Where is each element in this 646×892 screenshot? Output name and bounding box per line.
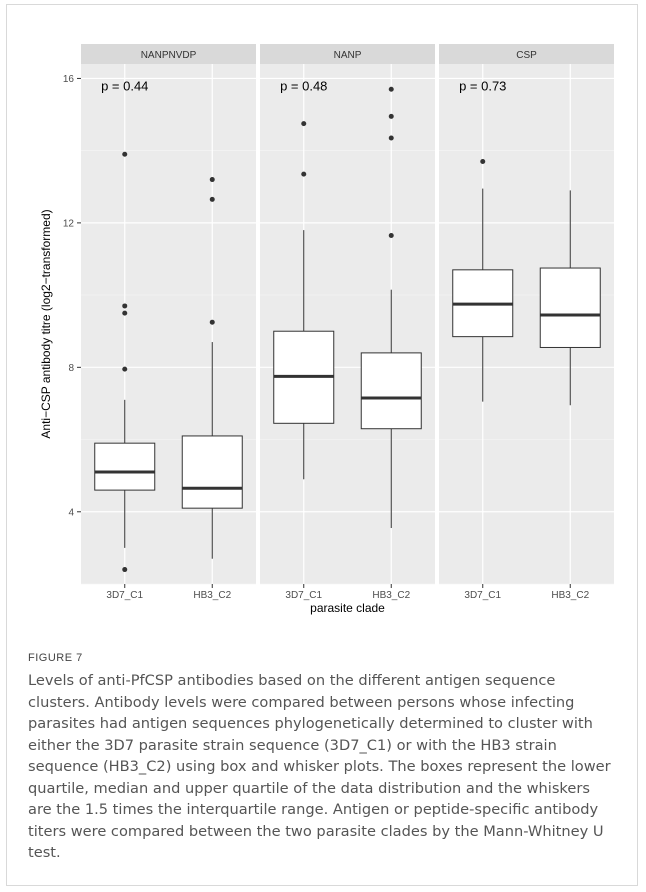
outlier-point bbox=[209, 177, 215, 183]
p-value-label: p = 0.73 bbox=[459, 78, 506, 93]
outlier-point bbox=[209, 319, 215, 325]
x-tick-label: 3D7_C1 bbox=[285, 590, 322, 601]
outlier-point bbox=[388, 233, 394, 239]
x-axis-title: parasite clade bbox=[310, 601, 385, 615]
facet-strip bbox=[81, 44, 256, 64]
y-axis-title: Anti−CSP antibody titre (log2−transforme… bbox=[39, 209, 53, 438]
panel-background bbox=[260, 64, 435, 584]
outlier-point bbox=[301, 171, 307, 177]
box-iqr bbox=[539, 267, 601, 348]
facet-strip bbox=[260, 44, 435, 64]
box-iqr bbox=[360, 352, 422, 430]
outlier-point bbox=[122, 151, 128, 157]
outlier-point bbox=[122, 310, 128, 316]
facet-strip-label: CSP bbox=[516, 50, 537, 61]
x-tick-label: 3D7_C1 bbox=[464, 590, 501, 601]
outlier-point bbox=[480, 159, 486, 164]
outlier-point bbox=[122, 303, 128, 309]
outlier-point bbox=[388, 135, 394, 141]
p-value-label: p = 0.48 bbox=[280, 78, 327, 93]
x-tick-label: HB3_C2 bbox=[193, 590, 231, 601]
figure-caption: Levels of anti-PfCSP antibodies based on… bbox=[28, 672, 611, 861]
outlier-point bbox=[388, 113, 394, 119]
y-tick-label: 8 bbox=[68, 363, 74, 374]
x-tick-label: 3D7_C1 bbox=[106, 590, 143, 601]
y-tick-label: 12 bbox=[63, 218, 75, 229]
outlier-point bbox=[388, 86, 394, 92]
outlier-point bbox=[209, 196, 215, 202]
y-tick-label: 4 bbox=[68, 507, 74, 518]
outlier-point bbox=[122, 366, 128, 372]
box-plot-figure: Anti−CSP antibody titre (log2−transforme… bbox=[39, 44, 614, 615]
box-iqr bbox=[94, 442, 156, 491]
x-tick-label: HB3_C2 bbox=[551, 590, 589, 601]
p-value-label: p = 0.44 bbox=[101, 78, 148, 93]
figure-label: FIGURE 7 bbox=[28, 652, 83, 664]
box-iqr bbox=[181, 435, 243, 509]
facet-strip-label: NANP bbox=[334, 50, 362, 61]
facet-strip bbox=[439, 44, 614, 64]
facet-strip-label: NANPNVDP bbox=[141, 50, 197, 61]
outlier-point bbox=[122, 567, 128, 573]
outlier-point bbox=[301, 121, 307, 127]
x-tick-label: HB3_C2 bbox=[372, 590, 410, 601]
y-tick-label: 16 bbox=[63, 74, 75, 85]
